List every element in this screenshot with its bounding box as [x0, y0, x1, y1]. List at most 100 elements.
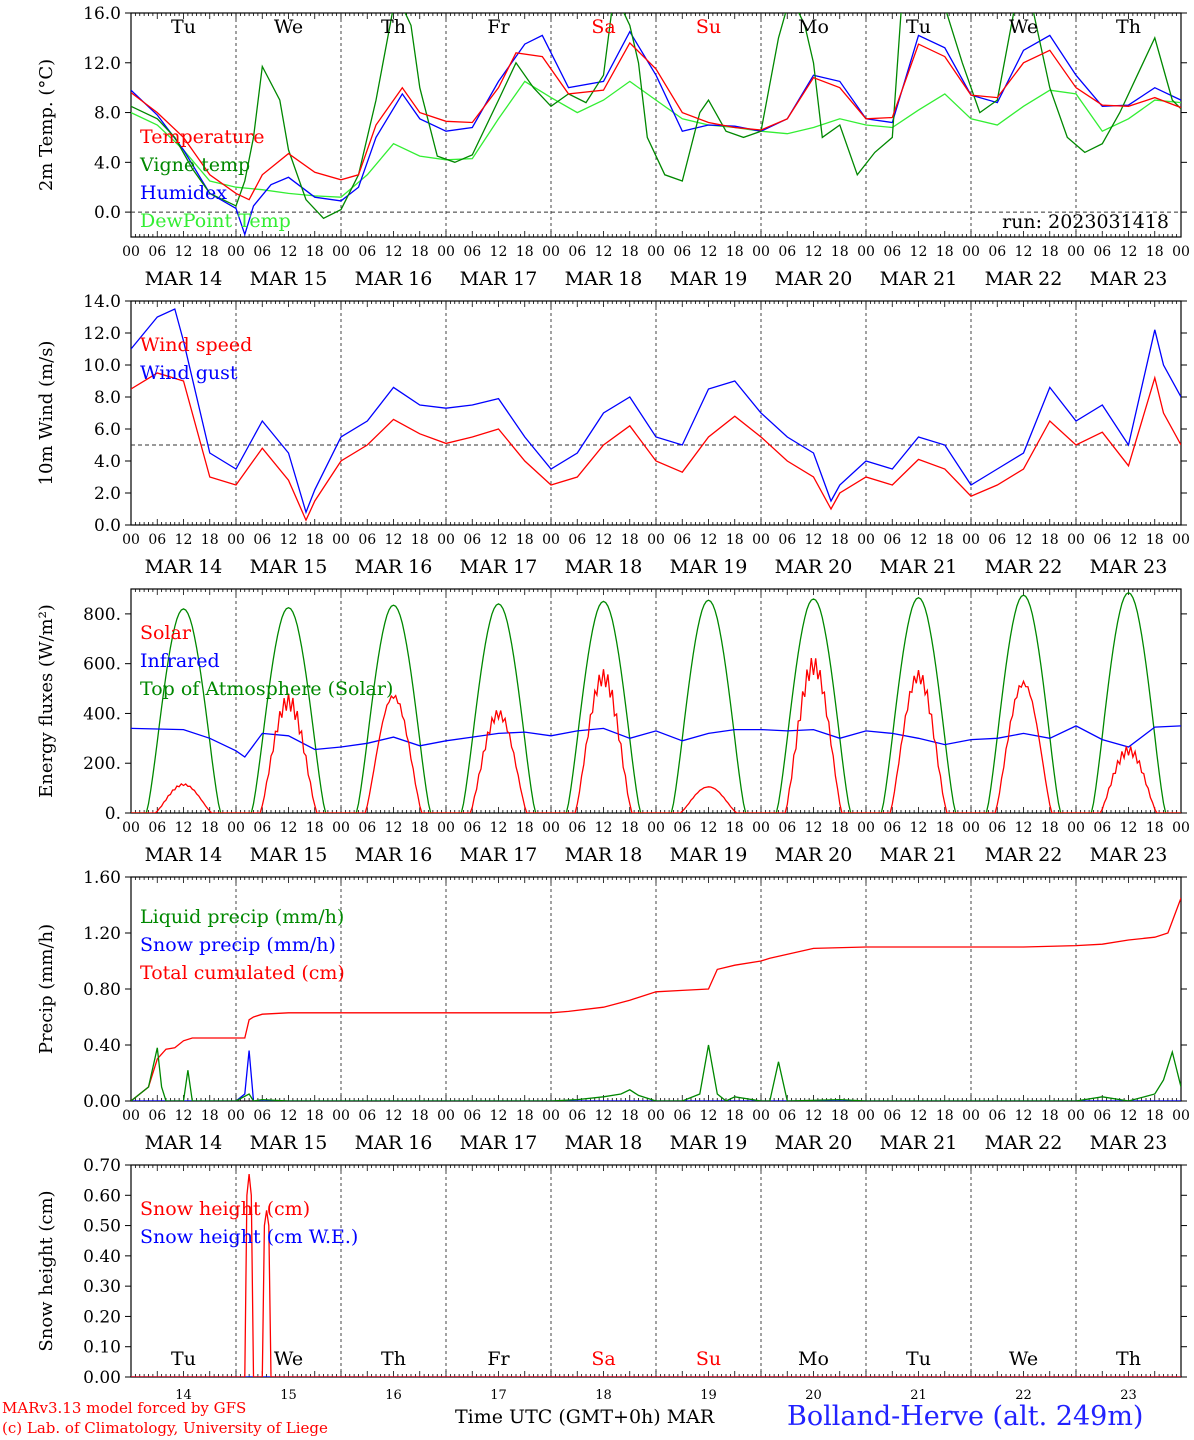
hour-tick-label: 18: [936, 244, 954, 260]
hour-tick-label: 12: [385, 244, 403, 260]
day-label: MAR 19: [670, 1132, 748, 1154]
hour-tick-label: 12: [490, 1108, 508, 1124]
weekday-label: Tu: [171, 16, 196, 38]
panel-1: 0.0 4.0 8.0 12.0 16.0 2m Temp. (°C) Temperatur…: [36, 4, 1190, 290]
hour-tick-label: 06: [148, 532, 166, 548]
day-label: MAR 17: [460, 268, 538, 290]
hour-tick-label: 00: [962, 244, 980, 260]
y-axis-label: Precip (mm/h): [36, 924, 57, 1054]
hour-tick-label: 06: [568, 1108, 586, 1124]
day-number-label: 22: [1015, 1388, 1032, 1403]
series-line: [131, 41, 1181, 201]
hour-tick-label: 00: [752, 532, 770, 548]
y-tick-label: 0.0: [94, 516, 121, 536]
day-label: MAR 22: [985, 268, 1063, 290]
y-tick-label: 0.20: [83, 1307, 121, 1327]
day-label: MAR 15: [250, 556, 328, 578]
y-tick-label: 400.: [83, 704, 121, 724]
y-tick-label: 0.0: [94, 203, 121, 223]
lab-credit: (c) Lab. of Climatology, University of L…: [2, 1419, 328, 1437]
day-label: MAR 17: [460, 844, 538, 866]
y-tick-label: 4.0: [94, 153, 121, 173]
weekday-label: Sa: [591, 1348, 615, 1370]
legend-entry: Solar: [140, 622, 192, 644]
legend-entry: Total cumulated (cm): [140, 962, 345, 984]
hour-tick-label: 12: [700, 820, 718, 836]
hour-tick-label: 00: [647, 1108, 665, 1124]
hour-tick-label: 00: [437, 1108, 455, 1124]
hour-tick-label: 06: [358, 244, 376, 260]
day-label: MAR 22: [985, 844, 1063, 866]
hour-tick-label: 18: [516, 820, 534, 836]
y-tick-label: 14.0: [83, 292, 121, 312]
panel-3: 0. 200. 400. 600. 800. Energy fluxes (W/m²) So…: [36, 588, 1190, 866]
weekday-label: Su: [696, 1348, 721, 1370]
hour-tick-label: 18: [1146, 532, 1164, 548]
hour-tick-label: 18: [726, 532, 744, 548]
hour-tick-label: 00: [122, 1108, 140, 1124]
hour-tick-label: 12: [805, 820, 823, 836]
hour-tick-label: 12: [1015, 820, 1033, 836]
legend-entry: Snow height (cm): [140, 1198, 310, 1220]
series-line: [131, 1044, 1181, 1101]
hour-tick-label: 12: [595, 532, 613, 548]
hour-tick-label: 06: [883, 820, 901, 836]
hour-tick-label: 18: [1041, 1108, 1059, 1124]
y-axis-label: Snow height (cm): [36, 1190, 57, 1351]
hour-tick-label: 06: [1093, 244, 1111, 260]
hour-tick-label: 00: [227, 1108, 245, 1124]
day-label: MAR 23: [1090, 844, 1168, 866]
y-tick-label: 0.30: [83, 1277, 121, 1297]
hour-tick-label: 06: [988, 532, 1006, 548]
hour-tick-label: 18: [621, 820, 639, 836]
hour-tick-label: 18: [516, 532, 534, 548]
weekday-label: We: [274, 1348, 303, 1370]
day-label: MAR 18: [565, 844, 643, 866]
hour-tick-label: 06: [253, 532, 271, 548]
series-line: [131, 13, 1181, 220]
y-tick-label: 0.40: [83, 1247, 121, 1267]
hour-tick-label: 12: [280, 244, 298, 260]
plot-frame: [130, 300, 1182, 526]
day-label: MAR 20: [775, 1132, 853, 1154]
station-name: Bolland-Herve (alt. 249m): [787, 1401, 1144, 1432]
hour-tick-label: 18: [936, 820, 954, 836]
hour-tick-label: 12: [595, 1108, 613, 1124]
hour-tick-label: 00: [542, 1108, 560, 1124]
day-label: MAR 21: [880, 268, 958, 290]
hour-tick-label: 12: [280, 820, 298, 836]
hour-tick-label: 12: [910, 1108, 928, 1124]
hour-tick-label: 00: [647, 532, 665, 548]
hour-tick-label: 12: [910, 532, 928, 548]
day-number-label: 21: [910, 1388, 927, 1403]
y-tick-label: 12.0: [83, 54, 121, 74]
hour-tick-label: 06: [463, 820, 481, 836]
run-annotation: run: 2023031418: [1002, 211, 1169, 233]
hour-tick-label: 18: [831, 244, 849, 260]
y-axis-label: 10m Wind (m/s): [36, 341, 57, 486]
day-label: MAR 14: [145, 268, 223, 290]
y-tick-label: 800.: [83, 605, 121, 625]
hour-tick-label: 00: [857, 244, 875, 260]
hour-tick-label: 00: [1067, 532, 1085, 548]
y-tick-label: 8.0: [94, 388, 121, 408]
hour-tick-label: 18: [726, 1108, 744, 1124]
hour-tick-label: 00: [962, 532, 980, 548]
weekday-label: Tu: [171, 1348, 196, 1370]
hour-tick-label: 00: [122, 244, 140, 260]
day-label: MAR 22: [985, 556, 1063, 578]
hour-tick-label: 12: [490, 532, 508, 548]
hour-tick-label: 18: [201, 1108, 219, 1124]
day-label: MAR 17: [460, 1132, 538, 1154]
hour-tick-label: 12: [385, 1108, 403, 1124]
legend-entry: DewPoint Temp: [140, 210, 291, 232]
hour-tick-label: 18: [1146, 244, 1164, 260]
hour-tick-label: 06: [1093, 820, 1111, 836]
hour-tick-label: 00: [227, 820, 245, 836]
hour-tick-label: 00: [752, 820, 770, 836]
hour-tick-label: 12: [1120, 244, 1138, 260]
hour-tick-label: 12: [385, 820, 403, 836]
hour-tick-label: 18: [1146, 820, 1164, 836]
hour-tick-label: 18: [726, 820, 744, 836]
hour-tick-label: 06: [1093, 1108, 1111, 1124]
